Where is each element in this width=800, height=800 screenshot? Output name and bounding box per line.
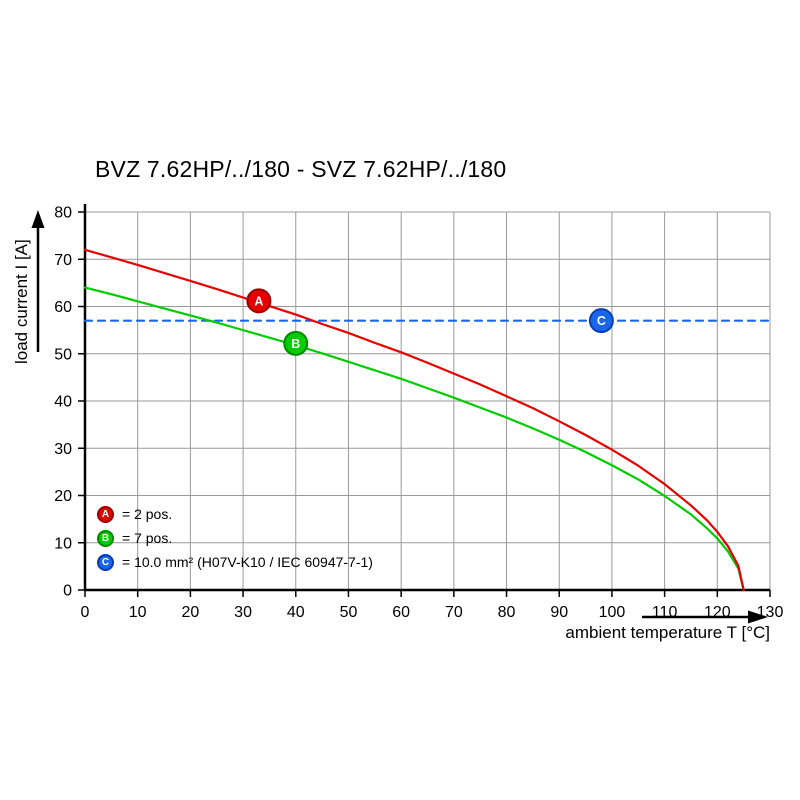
legend-item-7pos: B = 7 pos.: [97, 526, 373, 550]
grid-lines: [85, 211, 771, 590]
svg-text:50: 50: [54, 346, 72, 363]
svg-text:80: 80: [54, 205, 72, 222]
svg-text:60: 60: [54, 299, 72, 316]
legend-badge-a: A: [97, 505, 114, 523]
svg-text:B: B: [291, 337, 300, 351]
svg-text:110: 110: [652, 604, 678, 621]
curve-markers: A B C: [246, 288, 614, 356]
svg-text:120: 120: [704, 604, 731, 621]
svg-text:100: 100: [599, 604, 626, 621]
chart-legend: A = 2 pos. B = 7 pos. C = 10.0 mm² (H07V…: [97, 502, 373, 574]
marker-c: [588, 308, 614, 334]
svg-text:0: 0: [63, 583, 72, 600]
x-axis-label: ambient temperature T [°C]: [565, 623, 770, 642]
svg-text:C: C: [597, 314, 606, 328]
svg-text:40: 40: [54, 394, 72, 411]
svg-text:80: 80: [498, 604, 516, 621]
legend-item-wire: C = 10.0 mm² (H07V-K10 / IEC 60947-7-1): [97, 550, 373, 574]
legend-item-2pos: A = 2 pos.: [97, 502, 373, 526]
svg-text:20: 20: [181, 604, 199, 621]
series-7-pos-: [83, 286, 745, 592]
svg-text:90: 90: [550, 604, 568, 621]
legend-label-wire: = 10.0 mm² (H07V-K10 / IEC 60947-7-1): [122, 554, 373, 570]
legend-label-2pos: = 2 pos.: [122, 506, 173, 522]
svg-text:A: A: [254, 294, 263, 308]
marker-a: [246, 288, 272, 314]
svg-text:40: 40: [287, 604, 305, 621]
legend-badge-c: C: [97, 553, 114, 571]
legend-label-7pos: = 7 pos.: [122, 530, 173, 546]
axis-arrows: [31, 210, 768, 624]
y-axis-label: load current I [A]: [12, 239, 31, 364]
axes: [83, 204, 770, 592]
svg-text:70: 70: [445, 604, 463, 621]
legend-badge-b: B: [97, 529, 114, 547]
data-series: [83, 248, 772, 592]
svg-text:10: 10: [54, 535, 72, 552]
svg-text:20: 20: [54, 488, 72, 505]
svg-text:30: 30: [234, 604, 252, 621]
chart-title: BVZ 7.62HP/../180 - SVZ 7.62HP/../180: [95, 156, 507, 182]
svg-text:10: 10: [129, 604, 147, 621]
svg-text:60: 60: [392, 604, 410, 621]
svg-text:50: 50: [340, 604, 358, 621]
series-2-pos-: [83, 248, 745, 592]
marker-b: [283, 330, 309, 356]
svg-text:70: 70: [54, 252, 72, 269]
svg-text:30: 30: [54, 441, 72, 458]
svg-text:0: 0: [81, 604, 90, 621]
